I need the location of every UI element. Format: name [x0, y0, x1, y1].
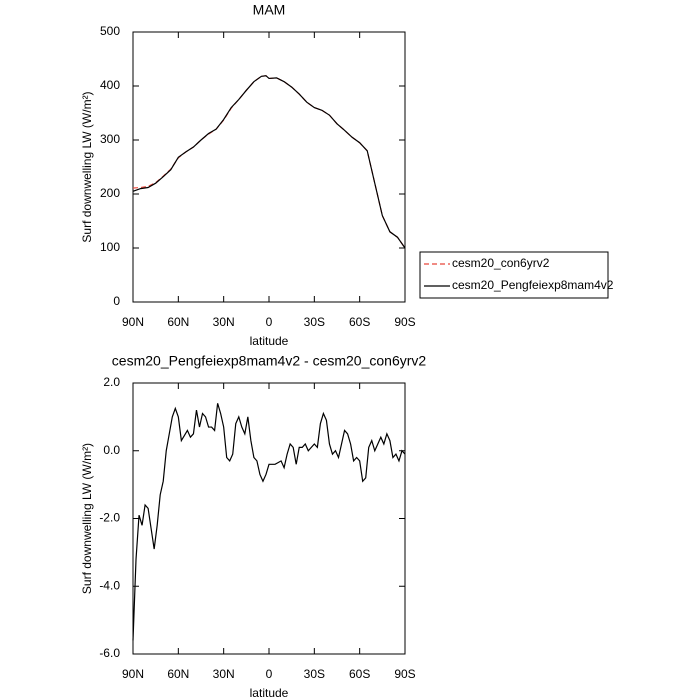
data-line — [132, 75, 406, 249]
y-tick-label: 400 — [100, 78, 120, 92]
legend-label: cesm20_con6yrv2 — [452, 256, 550, 270]
plot-frame — [132, 382, 406, 655]
y-tick-label: 100 — [100, 240, 120, 254]
y-axis-label: Surf downwelling LW (W/m²) — [80, 443, 94, 594]
x-tick-label: 90S — [394, 667, 415, 681]
y-tick-label: 2.0 — [103, 375, 120, 389]
y-axis-label: Surf downwelling LW (W/m²) — [80, 91, 94, 242]
x-tick-label: 90N — [122, 667, 144, 681]
x-tick-label: 90N — [122, 315, 144, 329]
x-tick-label: 30N — [213, 315, 235, 329]
x-tick-label: 60S — [349, 667, 370, 681]
x-tick-label: 30S — [304, 667, 325, 681]
y-tick-label: -4.0 — [99, 578, 120, 592]
x-tick-label: 30S — [304, 315, 325, 329]
chart-title: cesm20_Pengfeiexp8mam4v2 - cesm20_con6yr… — [112, 353, 427, 369]
y-tick-label: 0.0 — [103, 443, 120, 457]
y-tick-label: -2.0 — [99, 511, 120, 525]
x-tick-label: 90S — [394, 315, 415, 329]
legend-label: cesm20_Pengfeiexp8mam4v2 — [452, 278, 614, 292]
y-tick-label: -6.0 — [99, 646, 120, 660]
data-line — [132, 75, 406, 249]
x-axis-label: latitude — [250, 686, 289, 700]
x-tick-label: 60N — [167, 667, 189, 681]
x-axis-label: latitude — [250, 334, 289, 348]
y-tick-label: 200 — [100, 186, 120, 200]
x-tick-label: 0 — [266, 667, 273, 681]
data-line — [132, 403, 406, 641]
chart-title: MAM — [253, 2, 286, 18]
legend-box — [419, 251, 609, 299]
y-tick-label: 500 — [100, 24, 120, 38]
plot-frame — [132, 31, 406, 303]
x-tick-label: 30N — [213, 667, 235, 681]
x-tick-label: 0 — [266, 315, 273, 329]
y-tick-label: 300 — [100, 132, 120, 146]
x-tick-label: 60N — [167, 315, 189, 329]
y-tick-label: 0 — [113, 294, 120, 308]
x-tick-label: 60S — [349, 315, 370, 329]
